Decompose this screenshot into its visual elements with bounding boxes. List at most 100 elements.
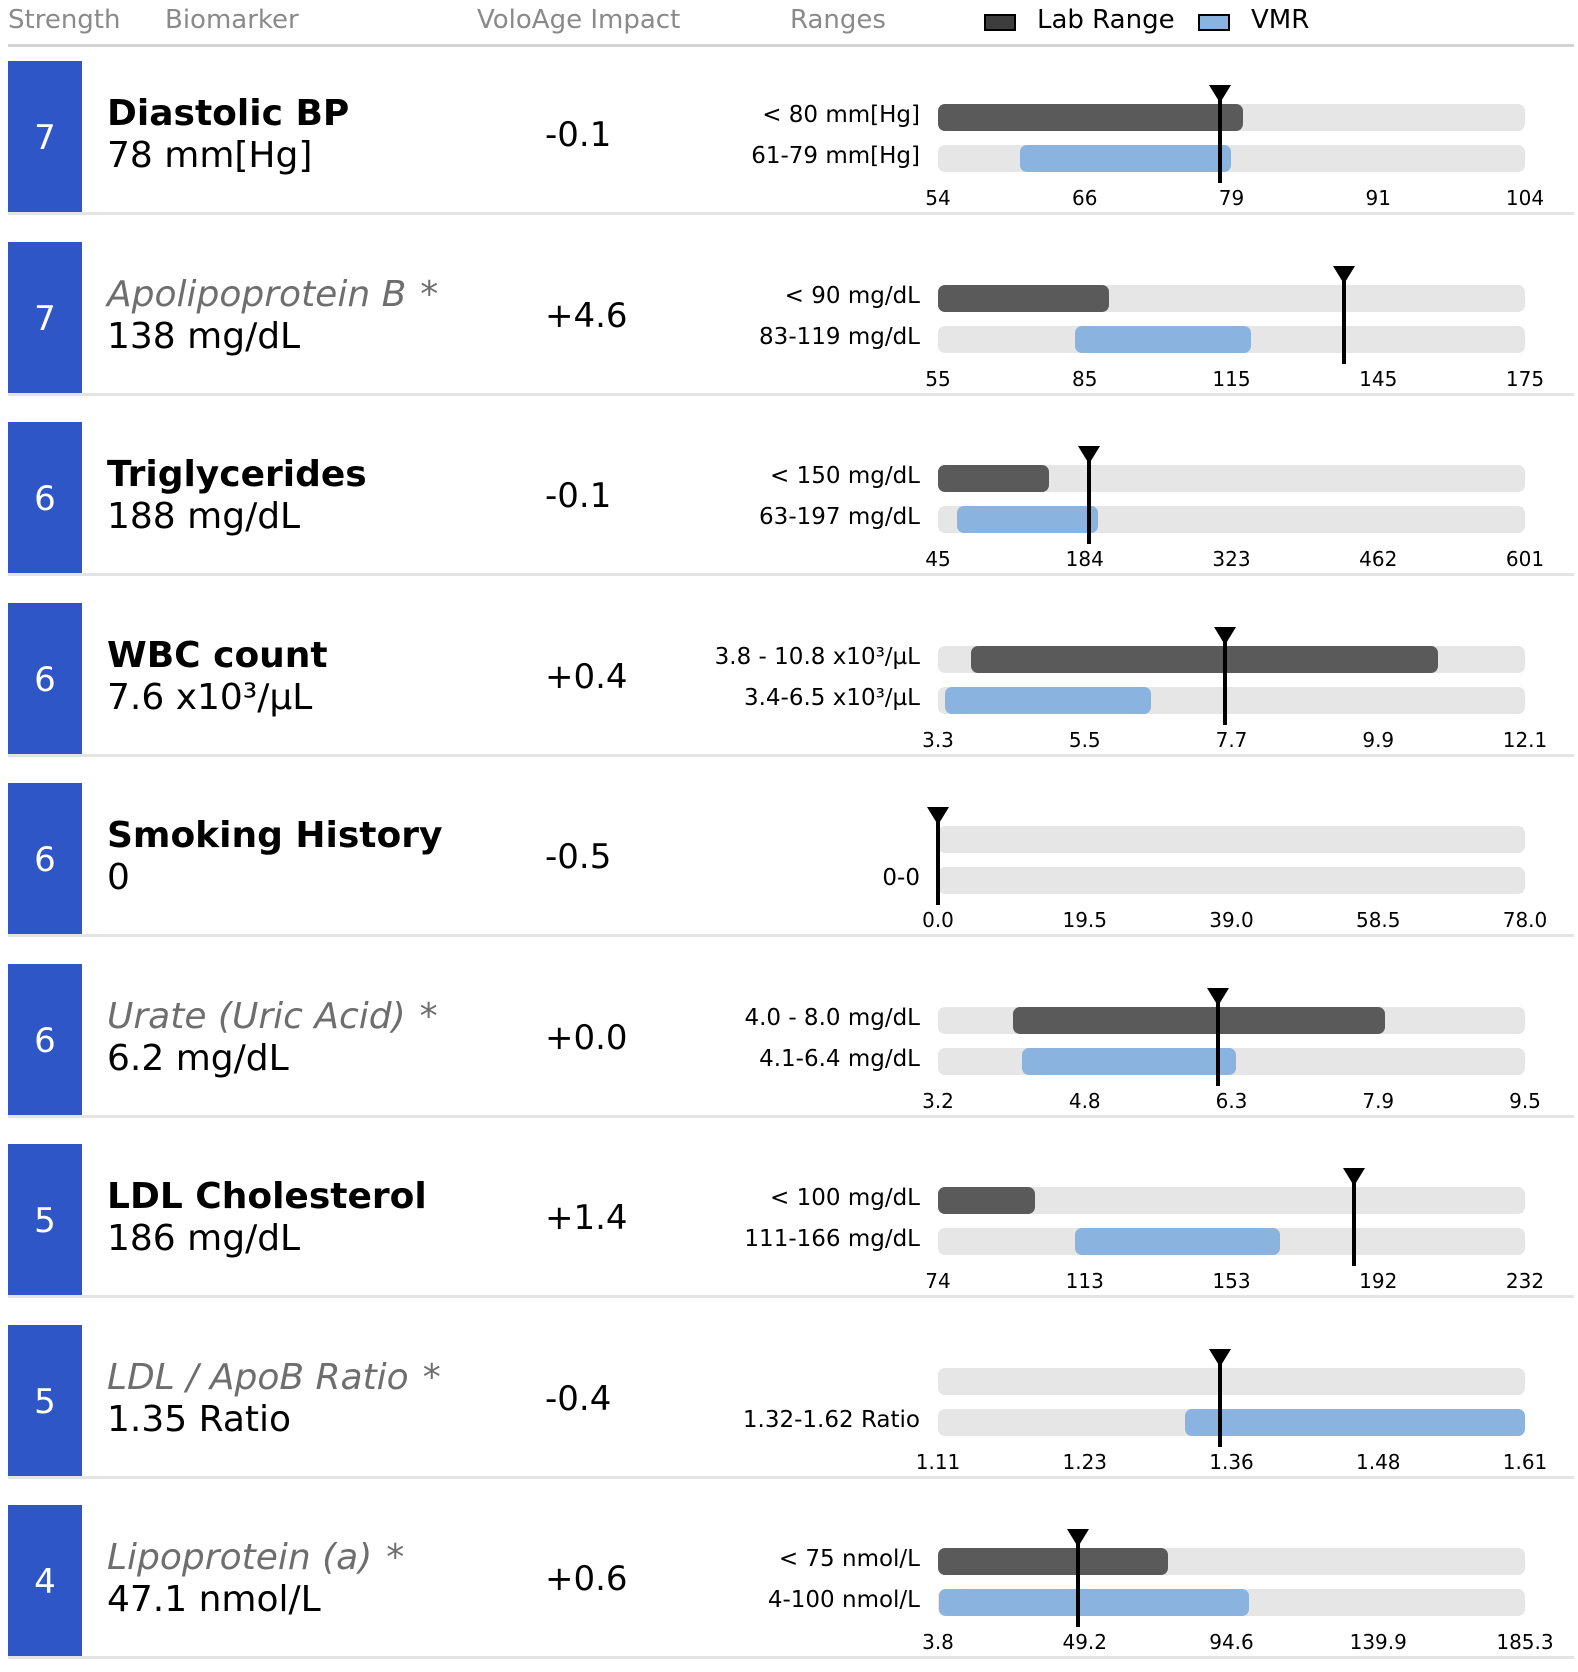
lab-range-track bbox=[938, 285, 1525, 312]
axis-tick-label: 54 bbox=[925, 186, 951, 210]
strength-badge: 7 bbox=[8, 61, 82, 214]
biomarker-value: 78 mm[Hg] bbox=[107, 135, 313, 176]
axis-tick-label: 85 bbox=[1072, 367, 1098, 391]
lab-range-track bbox=[938, 1548, 1525, 1575]
biomarker-row[interactable]: 6 WBC count 7.6 x10³/µL +0.4 3.8 - 10.8 x10³… bbox=[0, 589, 1578, 770]
axis-tick-label: 3.3 bbox=[922, 728, 954, 752]
lab-range-track bbox=[938, 646, 1525, 673]
voloage-impact: +4.6 bbox=[545, 296, 628, 336]
biomarker-value: 188 mg/dL bbox=[107, 496, 301, 537]
strength-badge: 6 bbox=[8, 422, 82, 575]
voloage-impact: +0.4 bbox=[545, 657, 628, 697]
axis-tick-label: 1.61 bbox=[1502, 1450, 1548, 1474]
legend-vmr-label: VMR bbox=[1251, 5, 1310, 35]
axis-tick-label: 7.7 bbox=[1215, 728, 1248, 752]
vmr-range-bar bbox=[1020, 145, 1232, 172]
axis-tick-label: 78.0 bbox=[1502, 908, 1548, 932]
axis-tick-label: 19.5 bbox=[1062, 908, 1108, 932]
biomarker-row[interactable]: 6 Urate (Uric Acid) * 6.2 mg/dL +0.0 4.0 - 8.… bbox=[0, 950, 1578, 1131]
axis-tick-label: 4.8 bbox=[1068, 1089, 1101, 1113]
header-ranges: Ranges bbox=[790, 5, 886, 35]
axis-tick-label: 1.23 bbox=[1062, 1450, 1108, 1474]
header-biomarker: Biomarker bbox=[165, 5, 299, 35]
axis-tick-label: 185.3 bbox=[1496, 1630, 1554, 1654]
axis-tick-label: 45 bbox=[925, 547, 951, 571]
value-marker bbox=[927, 807, 949, 905]
biomarker-name-text: Urate (Uric Acid) bbox=[107, 996, 406, 1037]
axis-tick-label: 55 bbox=[925, 367, 951, 391]
axis-tick-label: 462 bbox=[1359, 547, 1398, 571]
biomarker-row[interactable]: 5 LDL / ApoB Ratio * 1.35 Ratio -0.4 1.32-1.6… bbox=[0, 1311, 1578, 1492]
vmr-range-label: 61-79 mm[Hg] bbox=[751, 143, 920, 169]
lab-range-track bbox=[938, 465, 1525, 492]
lab-range-label: < 80 mm[Hg] bbox=[762, 102, 920, 128]
biomarker-row[interactable]: 4 Lipoprotein (a) * 47.1 nmol/L +0.6 < 75 nmo… bbox=[0, 1491, 1578, 1672]
biomarker-name: Lipoprotein (a) * bbox=[107, 1537, 404, 1578]
vmr-range-bar bbox=[1021, 1048, 1237, 1075]
row-divider bbox=[8, 1656, 1574, 1659]
biomarker-value: 186 mg/dL bbox=[107, 1218, 301, 1259]
vmr-range-track bbox=[938, 506, 1525, 533]
strength-badge: 5 bbox=[8, 1325, 82, 1478]
vmr-range-track bbox=[938, 1409, 1525, 1436]
vmr-range-label: 63-197 mg/dL bbox=[759, 504, 920, 530]
lab-range-label: < 100 mg/dL bbox=[770, 1185, 920, 1211]
value-marker bbox=[1208, 1349, 1231, 1447]
axis-tick-label: 1.48 bbox=[1355, 1450, 1401, 1474]
axis-tick-label: 113 bbox=[1065, 1269, 1104, 1293]
voloage-impact: +1.4 bbox=[545, 1198, 628, 1238]
row-divider bbox=[8, 393, 1574, 396]
vmr-range-label: 4-100 nmol/L bbox=[767, 1587, 920, 1613]
biomarker-row[interactable]: 5 LDL Cholesterol 186 mg/dL +1.4 < 100 mg/dL… bbox=[0, 1130, 1578, 1311]
lab-range-label: < 90 mg/dL bbox=[784, 283, 920, 309]
row-divider bbox=[8, 573, 1574, 576]
biomarker-name-text: WBC count bbox=[107, 635, 328, 676]
lab-range-label: < 75 nmol/L bbox=[778, 1546, 920, 1572]
biomarker-name: LDL Cholesterol bbox=[107, 1176, 427, 1217]
axis-tick-label: 94.6 bbox=[1209, 1630, 1254, 1654]
axis-tick-label: 74 bbox=[925, 1269, 951, 1293]
voloage-impact: -0.4 bbox=[545, 1379, 612, 1419]
vmr-range-track bbox=[938, 145, 1525, 172]
axis-tick-label: 7.9 bbox=[1362, 1089, 1395, 1113]
lab-range-bar bbox=[938, 1187, 1035, 1214]
axis-tick-label: 6.3 bbox=[1215, 1089, 1248, 1113]
axis-tick-label: 79 bbox=[1218, 186, 1245, 210]
biomarker-row[interactable]: 6 Smoking History 0 -0.5 0-0 0.0 19.5 39.0 58.5 7… bbox=[0, 769, 1578, 950]
voloage-impact: -0.1 bbox=[545, 115, 612, 155]
lab-range-track bbox=[938, 104, 1525, 131]
biomarker-row[interactable]: 7 Apolipoprotein B * 138 mg/dL +4.6 < 90 mg/d… bbox=[0, 228, 1578, 409]
value-marker bbox=[1343, 1168, 1366, 1266]
biomarker-value: 0 bbox=[107, 857, 130, 898]
biomarker-value: 47.1 nmol/L bbox=[107, 1579, 321, 1620]
biomarker-name-text: Diastolic BP bbox=[107, 93, 350, 134]
row-divider bbox=[8, 1476, 1574, 1479]
value-marker bbox=[1077, 446, 1100, 544]
lab-range-bar bbox=[938, 465, 1049, 492]
asterisk: * bbox=[422, 1357, 441, 1398]
vmr-range-label: 1.32-1.62 Ratio bbox=[742, 1407, 920, 1433]
lab-range-track bbox=[938, 1368, 1525, 1395]
header-impact: VoloAge Impact bbox=[477, 5, 681, 35]
lab-range-label: 4.0 - 8.0 mg/dL bbox=[744, 1005, 920, 1031]
lab-range-track bbox=[938, 1187, 1525, 1214]
legend-lab-label: Lab Range bbox=[1037, 5, 1175, 35]
lab-range-track bbox=[938, 826, 1525, 853]
biomarker-value: 1.35 Ratio bbox=[107, 1399, 292, 1440]
biomarker-name-text: LDL / ApoB Ratio bbox=[107, 1357, 409, 1398]
vmr-range-bar bbox=[957, 506, 1099, 533]
legend-lab-swatch bbox=[984, 14, 1016, 31]
biomarker-name: Urate (Uric Acid) * bbox=[107, 996, 438, 1037]
vmr-range-track bbox=[938, 687, 1525, 714]
lab-range-track bbox=[938, 1007, 1525, 1034]
vmr-range-track bbox=[938, 1228, 1525, 1255]
lab-range-bar bbox=[938, 104, 1244, 131]
vmr-range-label: 0-0 bbox=[882, 865, 920, 891]
vmr-range-track bbox=[938, 867, 1525, 894]
biomarker-row[interactable]: 6 Triglycerides 188 mg/dL -0.1 < 150 mg/dL 63… bbox=[0, 408, 1578, 589]
voloage-impact: +0.6 bbox=[545, 1559, 628, 1599]
biomarker-row[interactable]: 7 Diastolic BP 78 mm[Hg] -0.1 < 80 mm[Hg] 61-… bbox=[0, 47, 1578, 228]
lab-range-bar bbox=[938, 1548, 1169, 1575]
biomarker-value: 6.2 mg/dL bbox=[107, 1038, 289, 1079]
asterisk: * bbox=[386, 1537, 405, 1578]
